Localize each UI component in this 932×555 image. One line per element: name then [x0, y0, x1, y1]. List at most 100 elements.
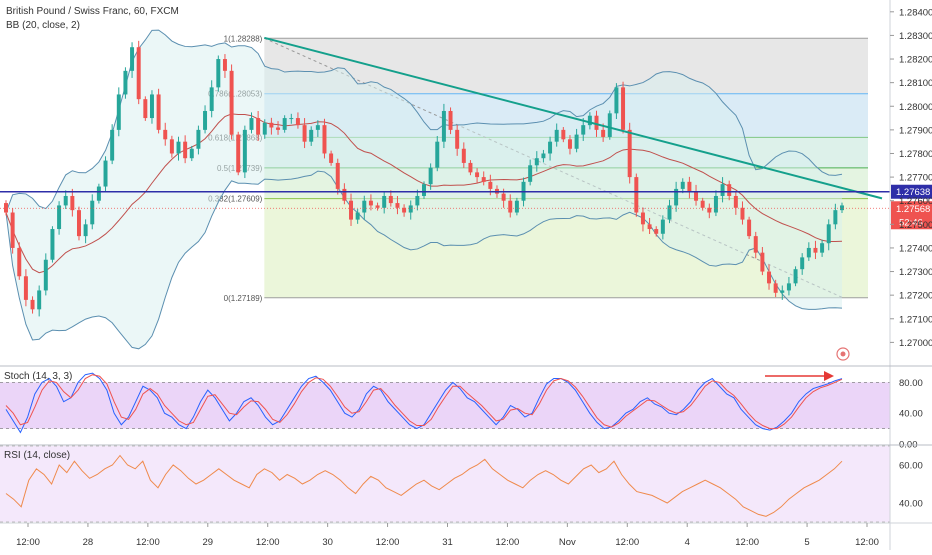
candle-body [63, 195, 68, 206]
candle-body [76, 210, 81, 237]
stoch-k-line [5, 372, 843, 434]
rsi-title: RSI (14, close) [4, 450, 70, 461]
stoch-d-line [5, 374, 843, 430]
candle-body [276, 127, 281, 130]
candle-body [96, 186, 101, 201]
candle-body [169, 139, 174, 154]
price-tick-label: 1.27700 [899, 173, 932, 184]
candle-body [229, 70, 234, 135]
bb-upper-line [5, 29, 843, 213]
candle-body [249, 118, 254, 130]
candle-body [448, 110, 453, 130]
candle-body [627, 129, 632, 178]
candle-body [488, 181, 493, 189]
candle-body [727, 184, 732, 196]
candle-body [747, 219, 752, 237]
candle-body [548, 141, 553, 154]
candle-body [800, 257, 805, 270]
candle-body [30, 299, 35, 310]
candle-body [581, 125, 586, 135]
candle-body [70, 195, 75, 211]
time-tick-label: 30 [322, 537, 333, 548]
candle-body [236, 134, 241, 173]
candle-body [707, 207, 712, 213]
candle-body [428, 167, 433, 185]
candle-body [541, 153, 546, 159]
candle-body [574, 134, 579, 149]
fib-level-label: 0(1.27189) [224, 294, 263, 303]
candle-body [415, 195, 420, 206]
rsi-tick-label: 60.00 [899, 461, 923, 472]
candle-body [713, 195, 718, 213]
candle-body [342, 188, 347, 201]
rsi-band [0, 446, 890, 522]
candle-body [256, 118, 261, 135]
candle-body [760, 252, 765, 272]
candle-body [4, 203, 8, 213]
candle-body [335, 162, 340, 189]
candle-body [826, 224, 831, 244]
candle-body [103, 160, 108, 187]
candle-body [402, 207, 407, 213]
last-price-badge [891, 201, 932, 230]
candle-body [594, 115, 599, 130]
price-tick-label: 1.27000 [899, 338, 932, 349]
candle-body [501, 193, 506, 201]
time-tick-label: 12:00 [496, 537, 520, 548]
candle-body [621, 87, 626, 130]
candle-body [408, 205, 413, 213]
price-tick-label: 1.27500 [899, 220, 932, 231]
candle-body [773, 283, 778, 293]
candle-body [43, 259, 48, 291]
candle-body [833, 210, 838, 225]
candle-body [813, 247, 818, 253]
candle-body [481, 177, 486, 182]
candle-body [780, 290, 785, 293]
candle-body [753, 236, 758, 253]
time-tick-label: 12:00 [855, 537, 879, 548]
bb-lower-line [5, 170, 843, 350]
time-tick-label: 4 [685, 537, 690, 548]
event-marker-dot-icon [840, 351, 846, 357]
candle-body [793, 269, 798, 284]
price-tick-label: 1.27100 [899, 314, 932, 325]
candle-body [362, 200, 367, 213]
price-tick-label: 1.27900 [899, 125, 932, 136]
candle-body [203, 110, 208, 130]
candle-body [116, 94, 121, 130]
candle-body [840, 205, 844, 211]
candle-body [50, 229, 55, 260]
candle-body [422, 184, 426, 196]
candle-body [468, 162, 473, 173]
candle-body [295, 118, 300, 126]
candle-body [289, 118, 294, 120]
candle-body [554, 129, 559, 142]
candle-body [315, 125, 320, 130]
candle-body [136, 47, 141, 100]
candle-body [222, 59, 227, 71]
candle-body [37, 290, 42, 310]
candle-body [634, 177, 639, 213]
candle-body [647, 224, 652, 230]
candle-body [130, 47, 135, 71]
candle-body [349, 200, 354, 220]
candle-body [196, 129, 201, 149]
price-tick-label: 1.27200 [899, 291, 932, 302]
stoch-title: Stoch (14, 3, 3) [4, 371, 72, 382]
time-tick-label: 29 [202, 537, 213, 548]
rsi-tick-label: 40.00 [899, 499, 923, 510]
candle-body [614, 87, 619, 114]
candle-body [607, 113, 612, 137]
candle-body [388, 195, 393, 204]
candle-body [395, 203, 400, 208]
time-tick-label: 5 [804, 537, 809, 548]
horizontal-line-badge [891, 184, 932, 199]
time-tick-label: 12:00 [16, 537, 40, 548]
candle-body [694, 191, 699, 201]
price-tick-label: 1.28000 [899, 102, 932, 113]
price-tick-label: 1.27400 [899, 243, 932, 254]
candle-body [90, 200, 95, 225]
candle-body [475, 172, 480, 178]
